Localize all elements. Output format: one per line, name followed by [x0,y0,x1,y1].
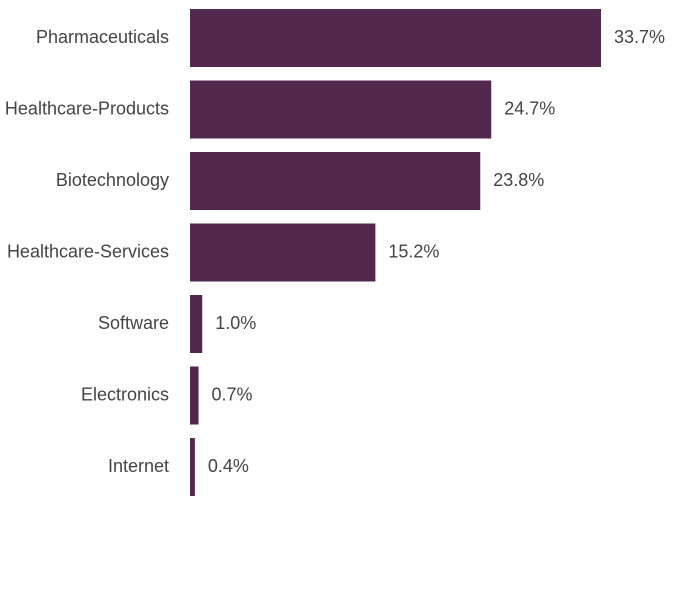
value-label: 24.7% [504,98,555,118]
bar [190,295,203,353]
value-label: 1.0% [215,313,256,333]
bar [190,223,376,282]
y-tick-label: Internet [108,456,169,476]
y-tick-label: Biotechnology [56,170,169,190]
y-tick-label: Electronics [81,384,169,404]
bar [190,80,492,139]
value-label: 15.2% [388,241,439,261]
bar [190,366,199,425]
y-tick-label: Healthcare-Services [7,241,169,261]
y-tick-label: Pharmaceuticals [36,27,169,47]
value-label: 33.7% [614,27,665,47]
value-label: 23.8% [493,170,544,190]
value-label: 0.4% [208,456,249,476]
value-label: 0.7% [212,384,253,404]
y-tick-label: Software [98,313,169,333]
bar [190,438,195,496]
y-tick-label: Healthcare-Products [5,98,169,118]
bar [190,9,601,67]
bar [190,152,481,210]
